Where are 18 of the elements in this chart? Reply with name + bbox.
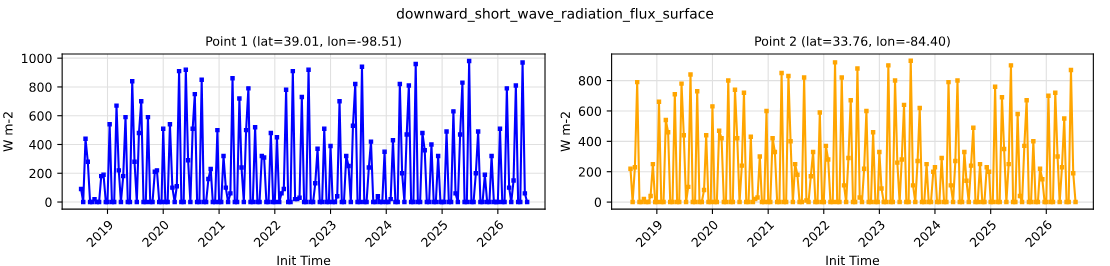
y-axis-title: W m-2 bbox=[3, 112, 13, 152]
y-axis-title: W m-2 bbox=[560, 112, 570, 152]
y-tick-label: 600 bbox=[29, 111, 52, 121]
text: downward_short_wave_radiation_flux_surface bbox=[396, 7, 714, 22]
y-tick-label: 200 bbox=[29, 168, 52, 179]
x-axis-title: Init Time bbox=[826, 255, 880, 266]
y-tick-label: 800 bbox=[29, 82, 52, 92]
y-tick-label: 0 bbox=[45, 197, 52, 207]
y-tick-label: 400 bbox=[578, 136, 602, 147]
y-tick-label: 600 bbox=[578, 106, 602, 116]
chart-title: Point 2 (lat=33.76, lon=-84.40) bbox=[755, 36, 950, 48]
y-tick-label: 1000 bbox=[22, 53, 52, 64]
x-axis-title: Init Time bbox=[277, 255, 331, 266]
chart-title: Point 1 (lat=39.01, lon=-98.51) bbox=[206, 36, 401, 48]
y-tick-label: 800 bbox=[578, 76, 602, 86]
y-tick-label: 400 bbox=[29, 139, 52, 150]
y-tick-label: 0 bbox=[594, 197, 602, 208]
y-tick-label: 200 bbox=[578, 167, 602, 177]
